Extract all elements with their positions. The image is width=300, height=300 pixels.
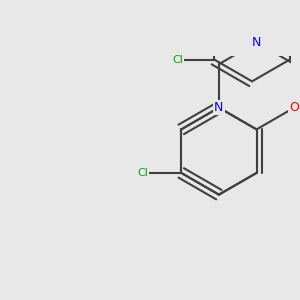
Text: Cl: Cl <box>181 0 192 2</box>
Text: N: N <box>214 101 224 114</box>
Text: Cl: Cl <box>172 55 183 64</box>
Text: Cl: Cl <box>137 168 148 178</box>
Text: N: N <box>252 36 261 49</box>
Text: O: O <box>289 101 299 114</box>
